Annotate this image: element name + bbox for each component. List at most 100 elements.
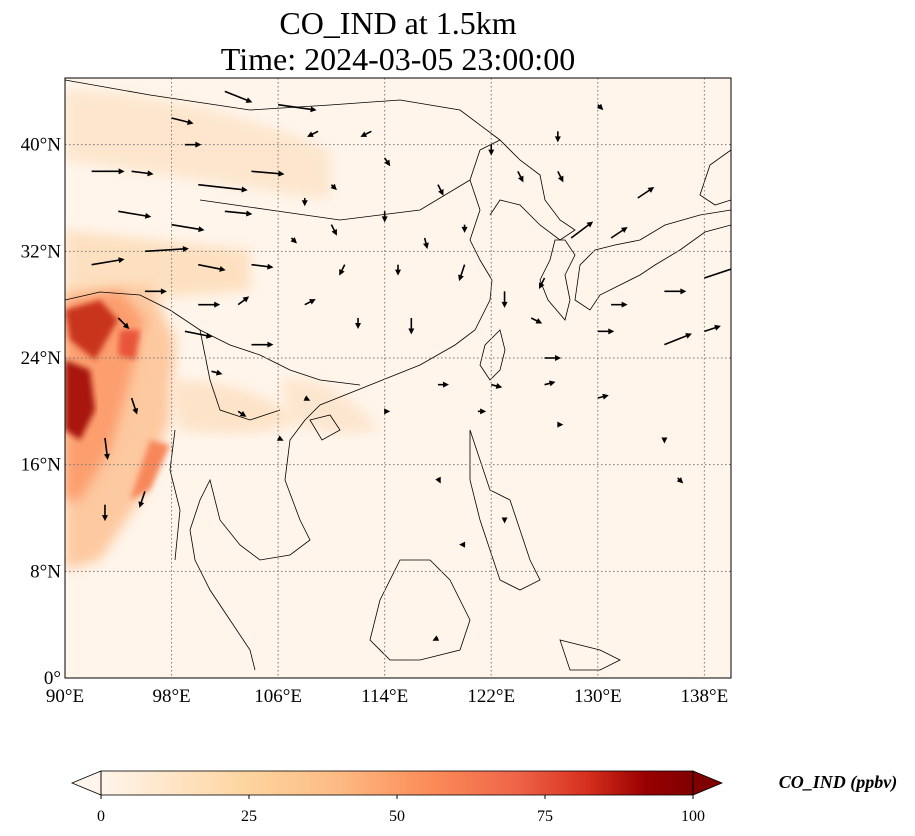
colorbar-tick-label: 25 bbox=[241, 808, 257, 825]
wind-vector-arrow bbox=[251, 341, 274, 348]
wind-vector-arrow bbox=[637, 187, 655, 199]
gridlines bbox=[65, 78, 731, 678]
wind-vector-arrow bbox=[596, 103, 604, 111]
wind-vector-arrow bbox=[91, 257, 125, 266]
wind-vector-arrow bbox=[224, 210, 253, 217]
lon-tick-label: 98°E bbox=[152, 686, 190, 707]
wind-vector-arrow bbox=[491, 383, 503, 389]
wind-vector-arrow bbox=[557, 170, 564, 183]
wind-vector-arrow bbox=[303, 395, 311, 401]
lat-tick-label: 8°N bbox=[30, 561, 61, 582]
wind-vector-arrow bbox=[171, 223, 205, 233]
wind-vector-arrow bbox=[360, 130, 372, 137]
wind-vector-arrow bbox=[458, 264, 466, 282]
wind-vector-arrow bbox=[339, 264, 346, 276]
lon-tick-label: 90°E bbox=[46, 686, 84, 707]
wind-vector-arrow bbox=[570, 221, 594, 239]
wind-vector-arrow bbox=[477, 408, 487, 415]
wind-vector-arrow bbox=[461, 224, 468, 233]
wind-vector-arrow bbox=[597, 393, 609, 400]
wind-vector-arrow bbox=[530, 317, 543, 324]
wind-vector-arrow bbox=[171, 117, 194, 125]
wind-vector-arrow bbox=[118, 210, 152, 219]
wind-vector-arrow bbox=[423, 237, 429, 249]
wind-vector-arrow bbox=[251, 263, 274, 270]
wind-vector-arrow bbox=[544, 355, 562, 361]
wind-vector-arrow bbox=[198, 183, 248, 193]
wind-vector-arrow bbox=[395, 264, 401, 276]
lat-tick-label: 16°N bbox=[21, 455, 62, 476]
wind-vector-arrow bbox=[488, 144, 495, 156]
wind-vector-arrow bbox=[131, 170, 154, 177]
lat-tick-label: 40°N bbox=[21, 135, 62, 156]
wind-vector-arrow bbox=[539, 277, 546, 289]
wind-vector-arrow bbox=[91, 168, 125, 175]
wind-vector-arrow bbox=[676, 477, 684, 484]
wind-vector-arrow bbox=[330, 224, 337, 236]
colorbar-body bbox=[101, 771, 693, 795]
wind-vector-arrow bbox=[130, 397, 139, 415]
wind-vector-arrow bbox=[198, 263, 226, 272]
wind-vector-arrow bbox=[557, 421, 564, 428]
wind-vector-arrow bbox=[290, 237, 297, 244]
coastlines bbox=[65, 79, 731, 671]
map-background bbox=[65, 78, 731, 678]
lon-tick-label: 122°E bbox=[467, 686, 515, 707]
wind-vector-arrow bbox=[661, 437, 668, 444]
wind-vector-arrow bbox=[435, 476, 441, 484]
colorbar-tick-label: 50 bbox=[389, 808, 405, 825]
wind-vector-arrow bbox=[384, 408, 391, 415]
lat-tick-label: 0° bbox=[44, 668, 61, 689]
wind-vector-arrow bbox=[408, 318, 415, 335]
map-title-line1: CO_IND at 1.5km bbox=[279, 5, 517, 41]
wind-vector-arrow bbox=[517, 170, 524, 183]
wind-vector-arrow bbox=[610, 227, 628, 239]
wind-vector-arrow bbox=[276, 435, 284, 441]
colorbar-tick-label: 100 bbox=[681, 808, 705, 825]
wind-vector-arrow bbox=[501, 291, 508, 308]
wind-vector-arrow bbox=[251, 170, 285, 177]
wind-vector-arrow bbox=[224, 90, 253, 103]
wind-vector-arrow bbox=[664, 333, 692, 346]
wind-vector-arrow bbox=[664, 288, 687, 295]
colorbar-label: CO_IND (ppbv) bbox=[779, 772, 898, 793]
lat-tick-label: 32°N bbox=[21, 241, 62, 262]
lon-tick-label: 138°E bbox=[681, 686, 729, 707]
wind-vector-arrow bbox=[101, 504, 108, 522]
map-title-line2: Time: 2024-03-05 23:00:00 bbox=[220, 41, 576, 77]
wind-vector-arrow bbox=[544, 380, 556, 387]
wind-vector-arrow bbox=[384, 157, 391, 167]
wind-vector-arrow bbox=[184, 141, 202, 148]
colorbar-tick-label: 75 bbox=[537, 808, 553, 825]
wind-vector-arrow bbox=[554, 131, 561, 143]
colorbar-max-extend bbox=[692, 770, 724, 796]
lon-tick-label: 106°E bbox=[254, 686, 302, 707]
wind-vector-arrow bbox=[330, 183, 337, 191]
wind-vector-arrow bbox=[459, 541, 466, 548]
wind-vector-arrow bbox=[597, 328, 615, 335]
lat-tick-label: 24°N bbox=[21, 348, 62, 369]
lat-tick-labels: 0° 8°N 16°N 24°N 32°N 40°N bbox=[21, 135, 62, 689]
wind-vector-arrow bbox=[144, 245, 189, 253]
lon-tick-label: 114°E bbox=[361, 686, 408, 707]
wind-vector-arrow bbox=[437, 184, 444, 196]
colorbar: 0 25 50 75 100 CO_IND (ppbv) bbox=[70, 770, 898, 825]
colorbar-tick-label: 0 bbox=[97, 808, 105, 825]
wind-vector-arrow bbox=[437, 381, 449, 388]
wind-vector-arrow bbox=[704, 324, 721, 333]
wind-vector-arrow bbox=[611, 301, 628, 308]
wind-vector-arrow bbox=[103, 437, 110, 460]
wind-vector-arrow bbox=[304, 299, 316, 306]
wind-vector-arrow bbox=[381, 211, 388, 223]
wind-vector-arrow bbox=[117, 317, 130, 329]
wind-vectors bbox=[91, 90, 731, 641]
wind-vector-arrow bbox=[278, 103, 317, 113]
colorbar-min-extend bbox=[70, 770, 102, 796]
wind-vector-arrow bbox=[198, 301, 221, 308]
wind-vector-arrow bbox=[237, 410, 247, 417]
wind-vector-arrow bbox=[301, 198, 308, 207]
wind-vector-arrow bbox=[501, 517, 508, 524]
wind-vector-arrow bbox=[237, 296, 250, 306]
wind-vector-arrow bbox=[432, 635, 440, 641]
